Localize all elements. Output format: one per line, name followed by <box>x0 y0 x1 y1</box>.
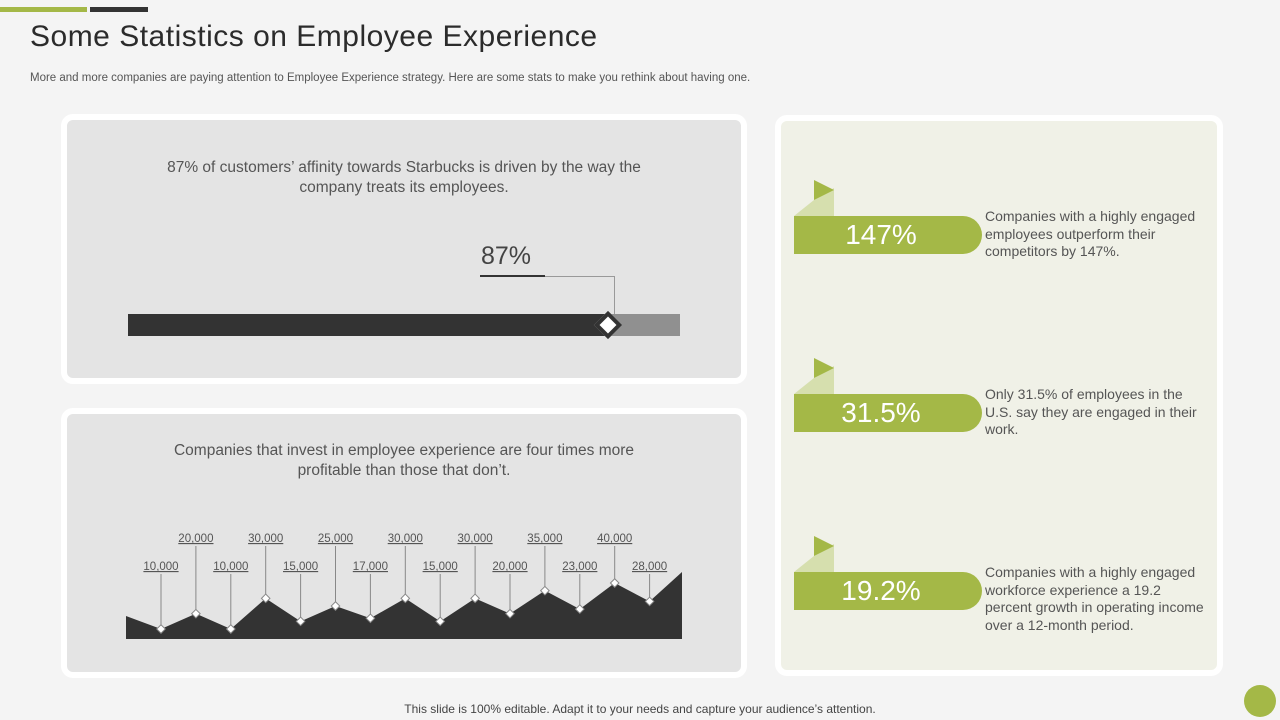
stat-value-pill: 147% <box>794 216 982 254</box>
progress-panel-text: 87% of customers’ affinity towards Starb… <box>167 159 641 196</box>
data-point <box>330 601 341 611</box>
data-label: 20,000 <box>178 533 213 545</box>
data-point <box>190 608 201 619</box>
data-point <box>156 624 166 634</box>
data-label: 15,000 <box>423 561 458 573</box>
data-point <box>225 624 236 634</box>
data-point <box>470 593 481 604</box>
data-label: 10,000 <box>213 561 248 573</box>
accent-bar-dark <box>90 7 148 12</box>
stat-value-pill: 31.5% <box>794 394 982 432</box>
footer-note: This slide is 100% editable. Adapt it to… <box>404 702 876 716</box>
data-point <box>295 616 306 627</box>
progress-percent-label: 87% <box>481 242 532 270</box>
data-label: 10,000 <box>143 561 178 573</box>
area-series <box>126 572 682 639</box>
data-label: 28,000 <box>632 561 667 573</box>
page-subtitle: More and more companies are paying atten… <box>30 72 751 84</box>
data-point <box>505 608 515 619</box>
data-label: 17,000 <box>353 561 388 573</box>
data-point <box>260 593 271 604</box>
stat-item: 147% Companies with a highly engaged emp… <box>794 180 1214 270</box>
progress-bar-fill <box>128 314 608 336</box>
area-chart: 10,000 20,000 10,000 30,000 15,000 25,000 17,0… <box>126 533 682 639</box>
stat-value-pill: 19.2% <box>794 572 982 610</box>
data-label: 20,000 <box>492 561 527 573</box>
stat-item: 31.5% Only 31.5% of employees in the U.S… <box>794 358 1214 448</box>
stat-description: Companies with a highly engaged workforc… <box>985 564 1204 633</box>
data-point <box>365 613 376 624</box>
flag-icon <box>794 358 834 394</box>
chart-panel: Companies that invest in employee experi… <box>61 408 747 678</box>
stat-description: Companies with a highly engaged employee… <box>985 208 1196 259</box>
data-point <box>539 585 550 596</box>
data-point <box>644 596 655 607</box>
corner-dot <box>1244 685 1276 717</box>
progress-leader-line <box>545 276 614 277</box>
flag-icon <box>794 180 834 216</box>
flag-icon <box>794 536 834 572</box>
data-label: 30,000 <box>248 533 283 545</box>
stat-item: 19.2% Companies with a highly engaged wo… <box>794 536 1214 633</box>
page-title: Some Statistics on Employee Experience <box>30 20 598 53</box>
data-point <box>400 593 411 604</box>
data-point <box>574 604 585 615</box>
data-point <box>609 578 620 588</box>
data-point <box>435 616 446 627</box>
data-label: 35,000 <box>527 533 562 545</box>
data-label: 40,000 <box>597 533 632 545</box>
chart-panel-text: Companies that invest in employee experi… <box>173 442 635 479</box>
progress-panel: 87% of customers’ affinity towards Starb… <box>61 114 747 384</box>
data-label: 23,000 <box>562 561 597 573</box>
data-label: 15,000 <box>283 561 318 573</box>
accent-bar-green <box>0 7 87 12</box>
data-label: 25,000 <box>318 533 353 545</box>
data-label: 30,000 <box>388 533 423 545</box>
data-label: 30,000 <box>458 533 493 545</box>
progress-leader-line-vertical <box>614 276 615 314</box>
stat-description: Only 31.5% of employees in the U.S. say … <box>985 386 1197 437</box>
progress-label-underline <box>480 275 545 277</box>
